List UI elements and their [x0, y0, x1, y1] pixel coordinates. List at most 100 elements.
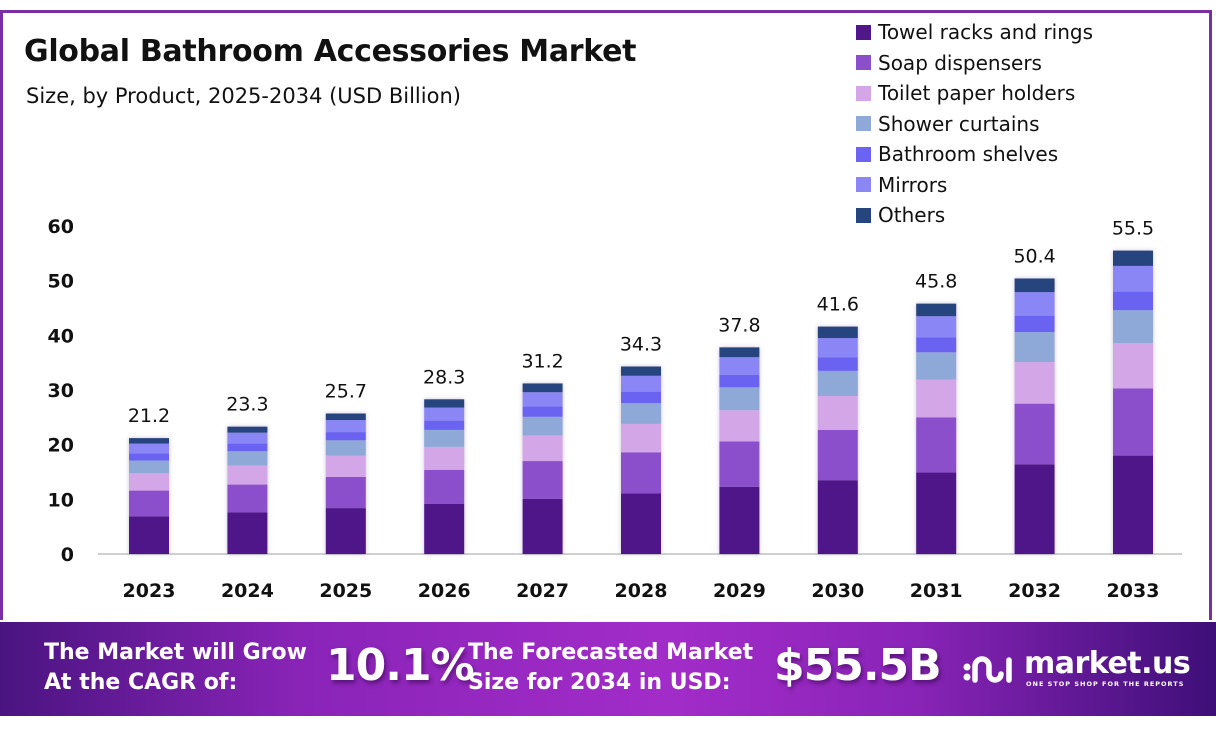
total-label: 34.3: [620, 333, 662, 355]
bar-segment: [424, 420, 465, 430]
legend-item: Others: [856, 200, 1093, 231]
total-label: 55.5: [1112, 218, 1154, 240]
total-label: 21.2: [128, 405, 170, 427]
bar-segment: [916, 472, 957, 554]
bar-segment: [1113, 291, 1153, 311]
legend-label: Toilet paper holders: [878, 81, 1076, 106]
total-label: 25.7: [325, 381, 367, 403]
legend-item: Toilet paper holders: [856, 78, 1093, 109]
bar-segment: [719, 357, 760, 375]
legend-label: Soap dispensers: [878, 50, 1042, 75]
legend-swatch: [856, 85, 871, 101]
bar-segment: [325, 476, 366, 509]
legend-swatch: [856, 207, 871, 223]
bar-segment: [325, 413, 366, 421]
bar-stack: [719, 347, 760, 554]
total-label: 31.2: [521, 350, 563, 372]
total-label: 23.3: [226, 394, 268, 416]
bar-segment: [916, 379, 957, 418]
bar-stack: [227, 426, 268, 554]
legend-swatch: [856, 55, 871, 71]
bar-stack: [621, 366, 661, 554]
bar-segment: [817, 326, 858, 339]
bar-segment: [719, 486, 760, 554]
bar-segment: [1113, 310, 1153, 343]
cagr-value: 10.1%: [326, 640, 475, 691]
legend-label: Mirrors: [878, 172, 948, 197]
brand-name: market.us: [1024, 646, 1191, 681]
bar-stack: [522, 383, 563, 554]
bar-stack: [1014, 278, 1055, 554]
x-tick-label: 2031: [910, 580, 963, 602]
bar-segment: [916, 417, 957, 473]
bar-segment: [227, 426, 268, 433]
legend-item: Mirrors: [856, 170, 1093, 201]
bar-segment: [1113, 455, 1153, 554]
bar-segment: [325, 420, 366, 433]
total-label: 50.4: [1013, 245, 1055, 267]
bar-segment: [424, 407, 465, 421]
legend-label: Shower curtains: [878, 111, 1040, 136]
y-axis: 0 10 20 30 40 50 60: [48, 216, 74, 566]
bar-segment: [129, 443, 169, 454]
y-tick-label: 20: [48, 435, 74, 457]
x-tick-label: 2030: [811, 580, 864, 602]
bar-segment: [916, 352, 957, 380]
x-tick-label: 2023: [123, 580, 176, 602]
bar-segment: [522, 416, 563, 436]
bar-segment: [719, 410, 760, 442]
bar-segment: [916, 303, 957, 317]
bar-stack: [129, 438, 169, 554]
bar-segment: [424, 446, 465, 470]
bar-segment: [1014, 464, 1055, 554]
x-tick-label: 2026: [418, 580, 471, 602]
bar-segment: [817, 480, 858, 554]
bar-segment: [817, 338, 858, 358]
bar-segment: [817, 429, 858, 481]
bar-stack: [916, 303, 957, 554]
legend-swatch: [856, 146, 871, 162]
bar-segment: [129, 438, 169, 444]
bar-segment: [522, 498, 563, 554]
legend-item: Bathroom shelves: [856, 139, 1093, 170]
bar-segment: [1113, 388, 1153, 456]
forecast-label-line1: The Forecasted Market: [468, 640, 754, 665]
bar-segment: [719, 387, 760, 411]
y-tick-label: 0: [61, 544, 74, 566]
bar-segment: [1113, 265, 1153, 292]
bar-segment: [129, 453, 169, 461]
bar-segment: [719, 441, 760, 487]
bar-segment: [1014, 315, 1055, 333]
bar-segment: [227, 451, 268, 466]
bar-segment: [621, 366, 661, 376]
bar-segment: [129, 516, 169, 554]
bar-segment: [227, 484, 268, 513]
bar-segment: [325, 440, 366, 456]
bar-segment: [227, 432, 268, 444]
bar-segment: [1113, 342, 1153, 389]
bar-segment: [621, 403, 661, 424]
x-axis: 2023 2024 2025 2026 2027 2028 2029 2030 2031 2032…: [123, 580, 1160, 602]
bar-segment: [621, 493, 661, 554]
x-tick-label: 2027: [516, 580, 569, 602]
total-label: 28.3: [423, 366, 465, 388]
y-tick-label: 60: [48, 216, 74, 238]
bar-segment: [522, 435, 563, 462]
cagr-label-line2: At the CAGR of:: [44, 670, 238, 695]
legend-label: Towel racks and rings: [878, 20, 1094, 45]
legend-swatch: [856, 24, 871, 40]
chart-title: Global Bathroom Accessories Market: [24, 34, 637, 69]
forecast-value: $55.5B: [774, 640, 942, 691]
bar-segment: [325, 508, 366, 554]
bar-segment: [129, 490, 169, 517]
bar-segment: [719, 347, 760, 358]
bar-segment: [916, 316, 957, 338]
forecast-label-line2: Size for 2034 in USD:: [468, 670, 731, 695]
bar-stack: [1113, 250, 1153, 554]
legend-label: Bathroom shelves: [878, 142, 1059, 167]
bar-segment: [522, 461, 563, 499]
bars: [129, 250, 1153, 554]
summary-banner: The Market will Grow At the CAGR of: 10.…: [0, 622, 1216, 716]
bar-stack: [424, 399, 465, 554]
